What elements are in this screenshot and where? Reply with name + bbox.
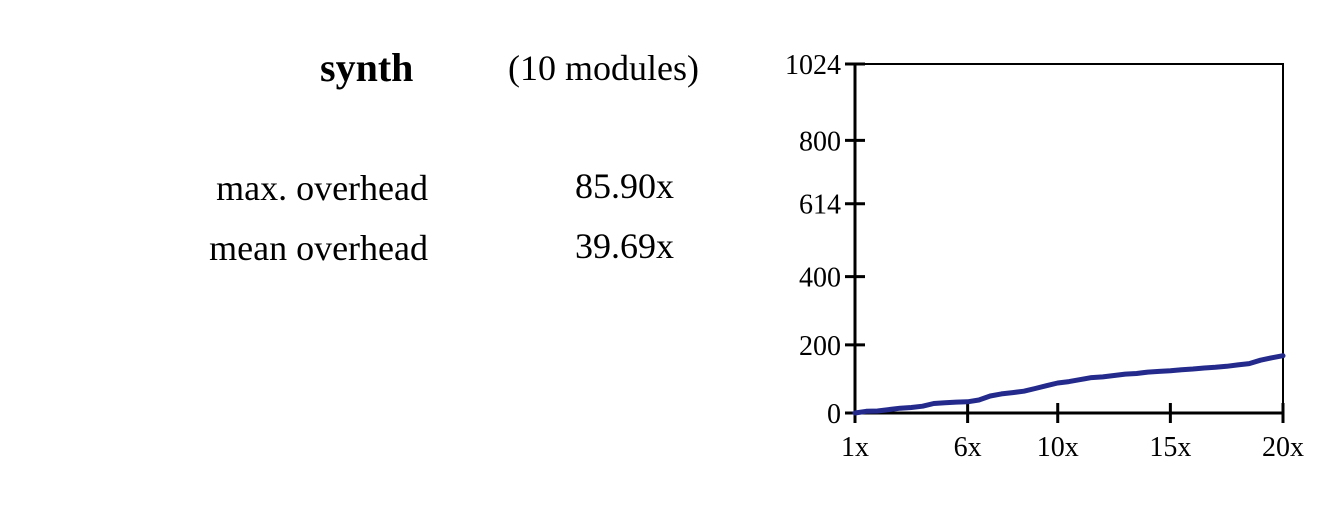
- mean-overhead-value: 39.69x: [575, 226, 674, 266]
- y-tick-label: 1024: [785, 50, 841, 81]
- x-tick-label: 20x: [1262, 432, 1304, 463]
- chart-title: synth: [320, 45, 414, 90]
- x-tick-label: 15x: [1149, 432, 1191, 463]
- y-tick-label: 400: [799, 263, 841, 294]
- x-tick-label: 10x: [1037, 432, 1079, 463]
- max-overhead-value: 85.90x: [575, 166, 674, 206]
- max-overhead-label: max. overhead: [216, 168, 428, 208]
- mean-overhead-label: mean overhead: [209, 228, 428, 268]
- x-ticks: 1x 6x 10x 15x 20x: [841, 403, 1304, 463]
- y-tick-label: 614: [799, 190, 841, 221]
- y-tick-label: 800: [799, 126, 841, 157]
- y-ticks: 0 200 400 614 800 1024: [785, 50, 865, 430]
- y-tick-label: 200: [799, 331, 841, 362]
- x-tick-label: 6x: [954, 432, 982, 463]
- x-tick-label: 1x: [841, 432, 869, 463]
- plot-frame: [854, 63, 1284, 414]
- y-tick-label: 0: [827, 399, 841, 430]
- module-count: (10 modules): [508, 48, 699, 88]
- series-line: [852, 353, 1286, 416]
